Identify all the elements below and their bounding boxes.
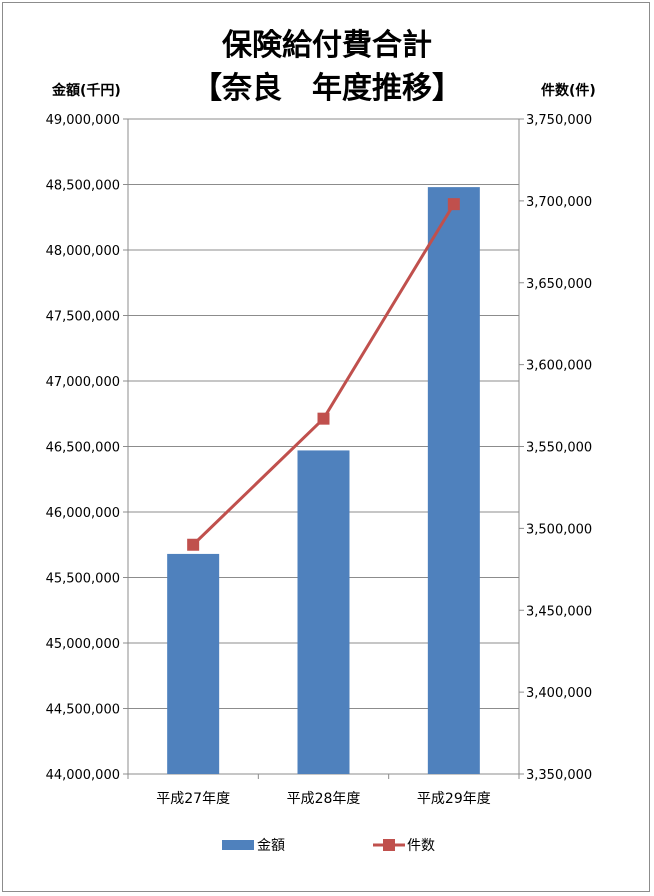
chart-title: 保険給付費合計 (222, 28, 432, 63)
left-axis-tick-label: 44,000,000 (46, 768, 120, 783)
x-axis-category-label: 平成28年度 (287, 791, 361, 807)
right-axis-tick-label: 3,600,000 (526, 359, 592, 374)
right-axis-tick-label: 3,700,000 (526, 195, 592, 210)
left-axis-tick-label: 45,500,000 (46, 572, 120, 587)
right-axis-tick-label: 3,450,000 (526, 604, 592, 619)
right-axis-tick-label: 3,500,000 (526, 522, 592, 537)
left-axis-tick-label: 46,500,000 (46, 441, 120, 456)
bar-金額 (167, 553, 220, 774)
right-axis-tick-label: 3,400,000 (526, 686, 592, 701)
left-axis-tick-label: 49,000,000 (46, 113, 120, 128)
left-axis-tick-label: 48,500,000 (46, 179, 120, 194)
x-axis-category-label: 平成29年度 (417, 791, 491, 807)
right-axis-tick-label: 3,550,000 (526, 441, 592, 456)
line-marker (317, 412, 330, 425)
bar-金額 (297, 450, 350, 774)
right-axis-unit-label: 件数(件) (541, 83, 596, 99)
right-axis-tick-label: 3,350,000 (526, 768, 592, 783)
line-marker (447, 198, 460, 211)
line-marker (187, 538, 200, 551)
x-axis-category-label: 平成27年度 (156, 791, 230, 807)
left-axis-tick-label: 44,500,000 (46, 703, 120, 718)
bar-金額 (427, 187, 480, 774)
left-axis-unit-label: 金額(千円) (52, 83, 121, 99)
chart-subtitle: 【奈良 年度推移】 (192, 71, 462, 106)
left-axis-tick-label: 45,000,000 (46, 637, 120, 652)
right-axis-tick-label: 3,650,000 (526, 277, 592, 292)
legend-swatch-bar (222, 840, 254, 850)
left-axis-tick-label: 46,000,000 (46, 506, 120, 521)
legend-swatch-marker (383, 839, 395, 851)
legend-label: 金額 (257, 838, 285, 854)
legend-label: 件数 (407, 838, 435, 854)
left-axis-tick-label: 47,000,000 (46, 375, 120, 390)
left-axis-tick-label: 47,500,000 (46, 310, 120, 325)
right-axis-tick-label: 3,750,000 (526, 113, 592, 128)
left-axis-tick-label: 48,000,000 (46, 244, 120, 259)
